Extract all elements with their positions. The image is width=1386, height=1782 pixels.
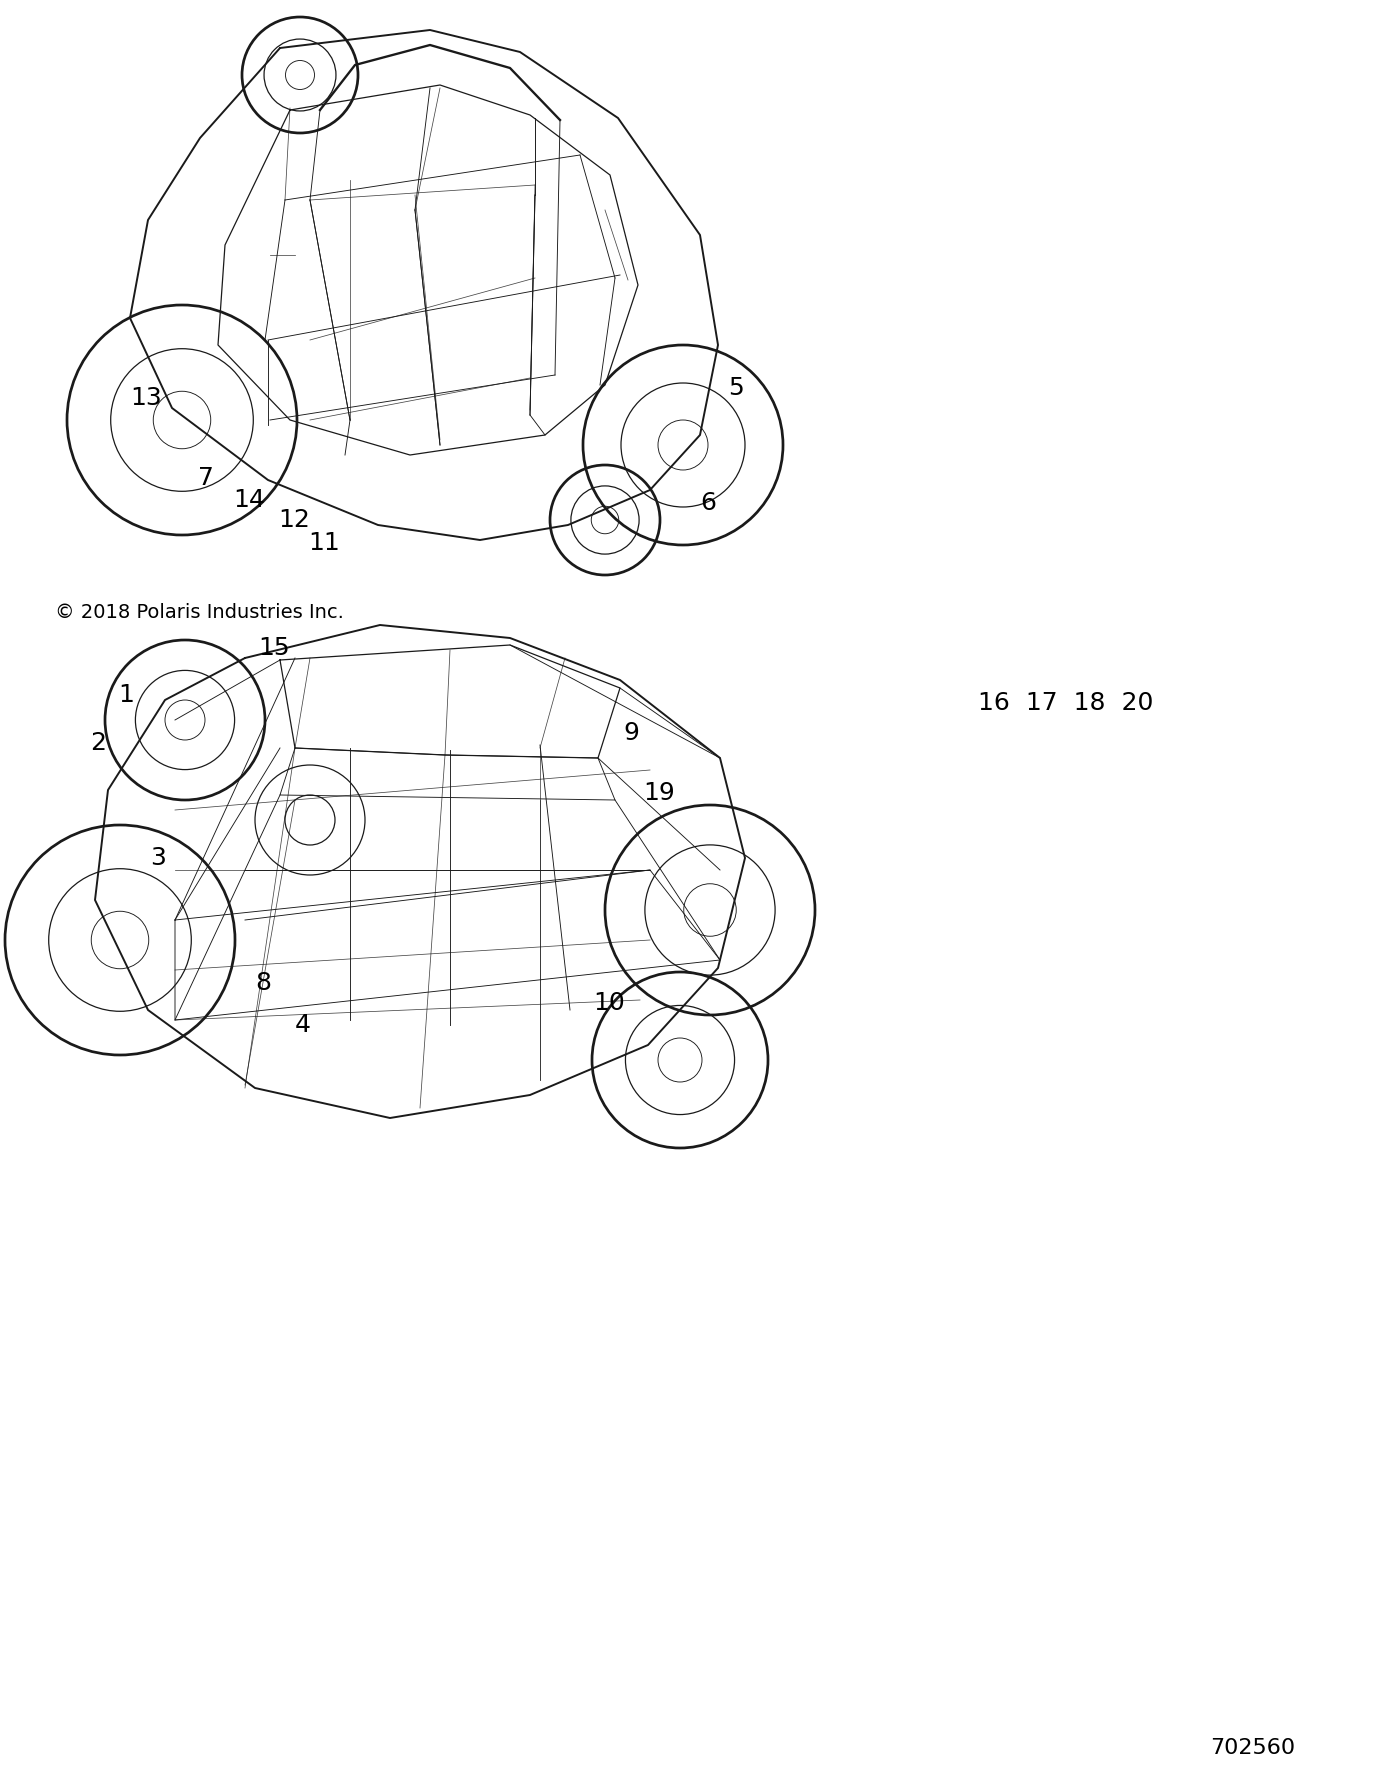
Text: © 2018 Polaris Industries Inc.: © 2018 Polaris Industries Inc. [55, 604, 344, 622]
Text: 16  17  18  20: 16 17 18 20 [979, 691, 1153, 715]
Text: 14: 14 [233, 488, 265, 511]
Text: 10: 10 [593, 991, 625, 1016]
Text: 702560: 702560 [1210, 1737, 1295, 1759]
Text: 15: 15 [258, 636, 290, 659]
Text: 8: 8 [255, 971, 272, 994]
Text: 4: 4 [295, 1012, 310, 1037]
Text: 12: 12 [279, 508, 310, 533]
Text: 2: 2 [90, 731, 105, 756]
Text: 1: 1 [118, 683, 134, 707]
Text: 13: 13 [130, 387, 162, 410]
Text: 3: 3 [150, 846, 166, 870]
Text: 6: 6 [700, 492, 717, 515]
Text: 9: 9 [622, 722, 639, 745]
Text: 7: 7 [198, 467, 213, 490]
Text: 5: 5 [728, 376, 744, 399]
Text: 11: 11 [308, 531, 340, 554]
Text: 19: 19 [643, 781, 675, 805]
